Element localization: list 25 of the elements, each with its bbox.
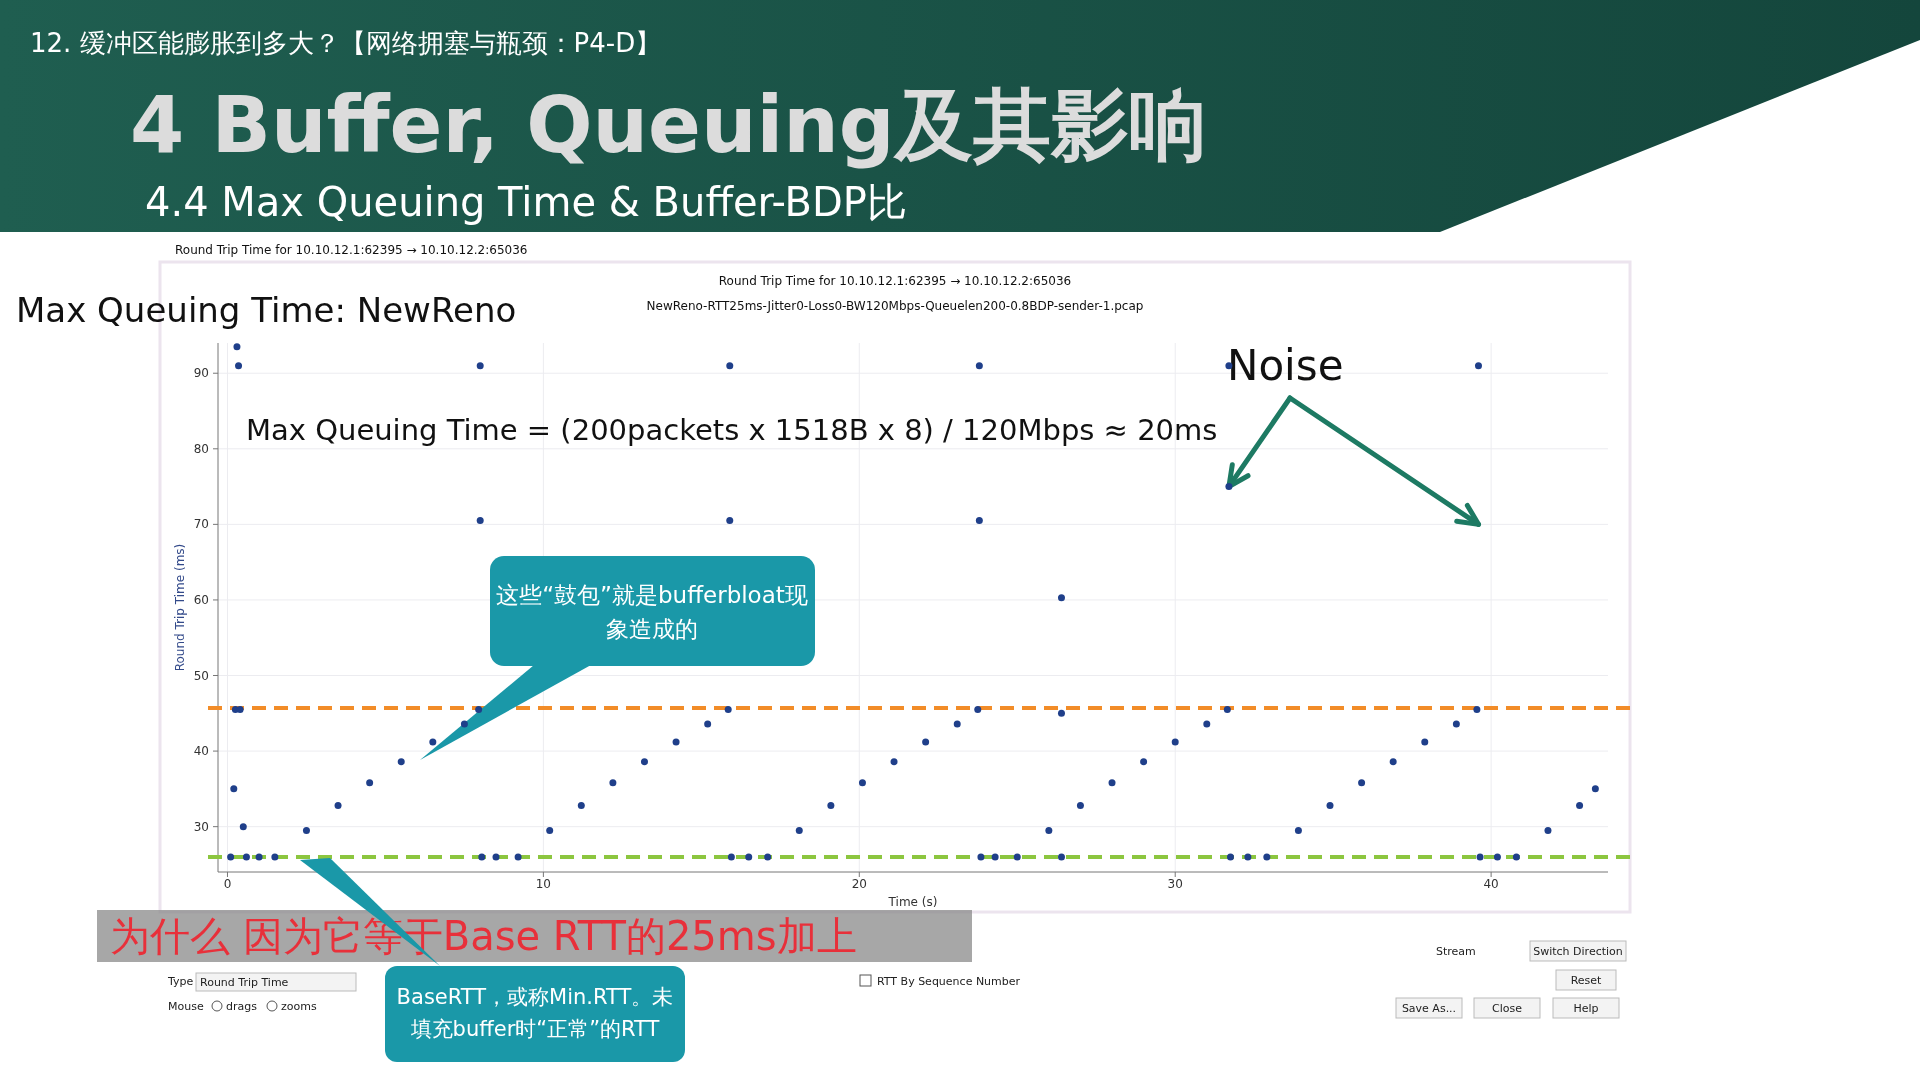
annotation: Max Queuing Time = (200packets x 1518B x 8) / 120Mbps ≈ 20ms bbox=[246, 413, 1218, 447]
y-tick-label: 50 bbox=[193, 668, 209, 683]
text: Max Queuing Time: NewReno bbox=[16, 290, 517, 330]
text: 4 Buffer, Queuing及其影响 bbox=[130, 80, 1207, 170]
x-tick-label: 20 bbox=[851, 877, 867, 891]
y-tick-label: 60 bbox=[193, 592, 209, 607]
x-tick-label: 10 bbox=[535, 877, 552, 891]
chart-title: Round Trip Time for 10.10.12.1:62395 → 10.10.12.2:65036 bbox=[718, 274, 1072, 288]
y-tick-label: 30 bbox=[193, 819, 209, 834]
annotation: 这些“鼓包”就是bufferbloat现象造成的 bbox=[496, 582, 808, 642]
annotation: Noise bbox=[1227, 341, 1344, 390]
y-tick-label: 40 bbox=[193, 744, 209, 759]
y-tick-label: 70 bbox=[193, 517, 209, 532]
text: 12. 缓冲区能膨胀到多大？【网络拥塞与瓶颈：P4-D】 bbox=[30, 28, 662, 58]
text: Round Trip Time for 10.10.12.1:62395 → 10.10.12.2:65036 bbox=[175, 243, 528, 257]
chart-subtitle: NewReno-RTT25ms-Jitter0-Loss0-BW120Mbps-Queuelen200-0.8BDP-sender-1.pcap bbox=[646, 299, 1144, 313]
text: BaseRTT，或称Min.RTT。未填充buffer时“正常”的RTT bbox=[396, 985, 674, 1041]
x-tick-label: 30 bbox=[1167, 877, 1183, 891]
x-axis-title: Time (s) bbox=[887, 895, 938, 909]
text: 4.4 Max Queuing Time & Buffer-BDP比 bbox=[145, 179, 907, 225]
y-tick-label: 80 bbox=[193, 441, 209, 456]
x-tick-label: 0 bbox=[223, 877, 232, 891]
y-axis-title: Round Trip Time (ms) bbox=[173, 543, 187, 672]
y-tick-label: 90 bbox=[193, 366, 209, 381]
x-tick-label: 40 bbox=[1483, 877, 1499, 891]
